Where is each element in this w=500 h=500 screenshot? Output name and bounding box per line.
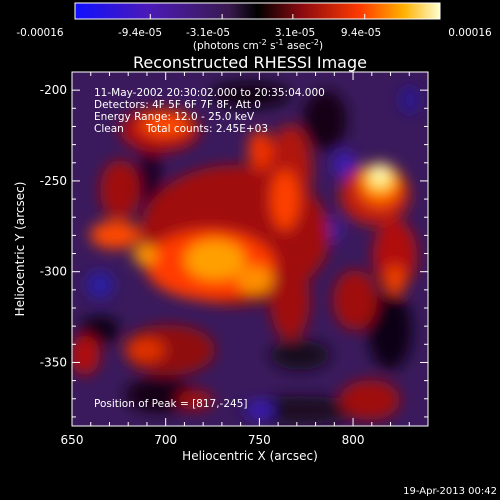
x-tick-label: 750: [248, 433, 271, 447]
x-axis-label: Heliocentric X (arcsec): [182, 449, 318, 463]
method-text: Clean: [94, 123, 124, 135]
y-axis-ticks: -200 -250 -300 -350: [40, 71, 428, 418]
y-tick-label: -300: [40, 265, 67, 279]
date-stamp: 19-Apr-2013 00:42: [403, 486, 497, 497]
colorbar-tick-label: 3.1e-05: [275, 27, 315, 39]
x-tick-label: 800: [342, 433, 365, 447]
colorbar-tick-label: -9.4e-05: [118, 27, 162, 39]
colorbar-tick-label: -0.00016: [16, 27, 64, 39]
colorbar-tick-label: 9.4e-05: [341, 27, 381, 39]
colorbar-ticks: -0.00016 -9.4e-05 -3.1e-05 3.1e-05 9.4e-05 0.…: [16, 14, 492, 39]
x-axis-ticks: 650 700 750 800: [61, 72, 429, 447]
colorbar-units-label: (photons cm-2 s-1 asec-2): [193, 38, 323, 52]
y-tick-label: -350: [40, 355, 67, 369]
annotation-block: 11-May-2002 20:30:02.000 to 20:35:04.000…: [94, 87, 325, 410]
y-tick-label: -200: [40, 83, 67, 97]
heatmap-image: [72, 72, 428, 426]
energy-range-text: Energy Range: 12.0 - 25.0 keV: [94, 111, 255, 123]
colorbar: [74, 2, 441, 20]
colorbar-tick-label: 0.00016: [448, 27, 492, 39]
x-tick-label: 650: [61, 433, 84, 447]
chart-title: Reconstructed RHESSI Image: [133, 53, 367, 72]
detectors-text: Detectors: 4F 5F 6F 7F 8F, Att 0: [94, 99, 261, 111]
y-tick-label: -250: [40, 174, 67, 188]
x-tick-label: 700: [154, 433, 177, 447]
y-axis-label: Heliocentric Y (arcsec): [13, 182, 27, 317]
peak-position-text: Position of Peak = [817,-245]: [94, 398, 248, 410]
plot-frame: [71, 71, 429, 427]
total-counts-text: Total counts: 2.45E+03: [145, 123, 268, 135]
colorbar-tick-label: -3.1e-05: [186, 27, 230, 39]
time-range-text: 11-May-2002 20:30:02.000 to 20:35:04.000: [94, 87, 325, 99]
